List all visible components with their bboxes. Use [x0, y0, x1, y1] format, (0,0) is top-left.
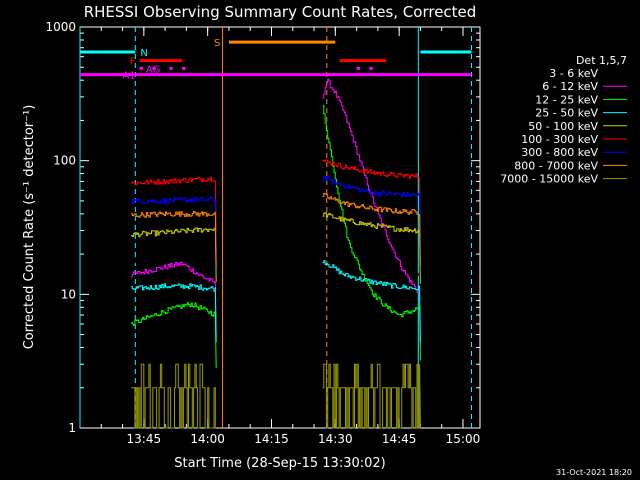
y-tick-label: 10	[61, 287, 76, 301]
y-tick-label: 1000	[45, 20, 76, 34]
y-tick-label: 1	[68, 421, 76, 435]
x-axis-label: Start Time (28-Sep-15 13:30:02)	[174, 456, 385, 471]
series-line-2	[131, 261, 217, 337]
date-stamp: 31-Oct-2021 18:20	[556, 468, 632, 477]
legend-entry-label: 300 - 800 keV	[521, 146, 598, 159]
flag-label-f: F	[130, 57, 136, 68]
y-axis-label: Corrected Count Rate (s⁻¹ detector⁻¹)	[22, 105, 37, 350]
legend-entry-label: 800 - 7000 keV	[514, 159, 598, 172]
chart-title: RHESSI Observing Summary Count Rates, Co…	[84, 3, 477, 21]
series-line-3	[131, 302, 217, 369]
legend-entry-label: 50 - 100 keV	[528, 120, 598, 133]
series-line-1	[131, 260, 217, 317]
series-line-3	[322, 105, 421, 361]
x-tick-label: 14:15	[254, 432, 289, 446]
series-line-5	[322, 212, 421, 284]
flag-label-s: S	[214, 38, 220, 49]
series-line-8	[131, 211, 217, 268]
x-tick-label: 14:30	[318, 432, 353, 446]
legend-title: Det 1,5,7	[576, 54, 627, 67]
series-line-2	[322, 78, 421, 348]
x-tick-label: 14:00	[190, 432, 225, 446]
legend-entry-label: 100 - 300 keV	[521, 133, 598, 146]
legend-entry-label: 7000 - 15000 keV	[500, 173, 598, 186]
flag-label-ag: AG	[146, 64, 160, 75]
x-tick-label: 15:00	[446, 432, 481, 446]
x-tick-label: 13:45	[127, 432, 162, 446]
series-line-7	[322, 176, 421, 249]
series-line-6	[322, 159, 421, 230]
series-line-4	[131, 283, 217, 343]
y-tick-label: 100	[53, 154, 76, 168]
x-tick-label: 14:45	[382, 432, 417, 446]
series-line-1	[322, 190, 421, 329]
flag-label-n: N	[140, 48, 147, 59]
series-line-6	[131, 176, 217, 232]
series-line-8	[322, 192, 421, 266]
series-line-4	[322, 260, 421, 343]
plot-layer: 1 10 100 1000 13:45 14:00 14:15 14:30 14:45 15:00…	[45, 20, 481, 446]
legend-entry-label: 12 - 25 keV	[535, 93, 598, 106]
series-line-9	[322, 363, 421, 429]
series-line-5	[131, 226, 217, 282]
series-line-7	[131, 196, 217, 253]
legend-entry-label: 3 - 6 keV	[549, 67, 598, 80]
legend-entry-label: 25 - 50 keV	[535, 107, 598, 120]
legend-entry-label: 6 - 12 keV	[542, 80, 598, 93]
flag-label-a1: A1	[123, 71, 136, 82]
series-line-9	[131, 363, 217, 429]
